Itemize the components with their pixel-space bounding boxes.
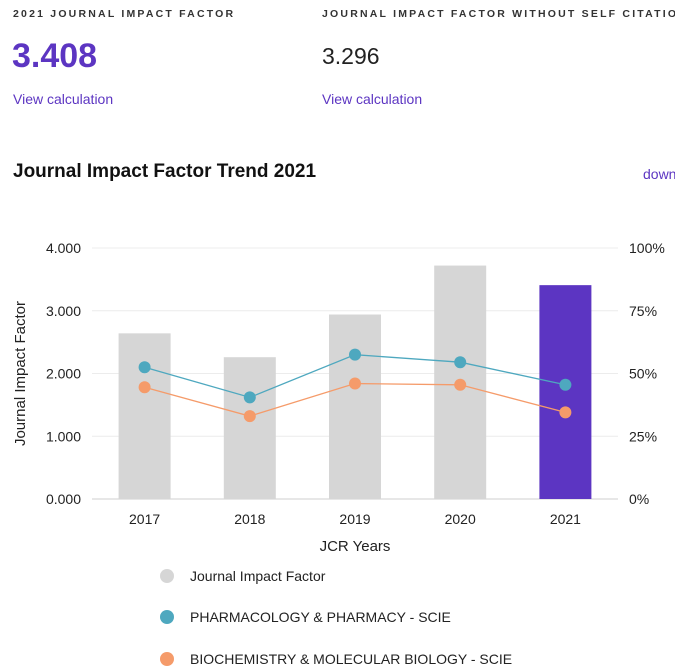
series-point [243, 410, 256, 423]
series-point [138, 361, 151, 374]
legend-marker-icon [160, 652, 174, 666]
jif-bar-2018 [223, 357, 276, 499]
trend-section-title: Journal Impact Factor Trend 2021 [13, 161, 317, 182]
series-point [349, 348, 361, 361]
y-axis-tick-label: 2.000 [46, 366, 81, 382]
series-point [243, 391, 256, 404]
legend-marker-icon [160, 610, 174, 624]
y-axis-tick-label: 1.000 [46, 428, 81, 444]
legend-item[interactable]: BIOCHEMISTRY & MOLECULAR BIOLOGY - SCIE [160, 649, 660, 669]
y2-axis-tick-label: 25% [629, 428, 657, 444]
jif-no-self-citations-label: JOURNAL IMPACT FACTOR WITHOUT SELF CITAT… [322, 8, 675, 20]
y2-axis-tick-label: 0% [629, 491, 649, 507]
jif-trend-chart: 0.000 1.000 2.000 3.000 4.000 0% 25% 50% 75% 100%… [12, 240, 665, 555]
y2-axis-tick-label: 100% [629, 240, 665, 256]
x-axis-tick-label: 2021 [550, 511, 581, 527]
jif-view-calculation-link[interactable]: View calculation [13, 91, 114, 107]
x-axis-title: JCR Years [320, 538, 391, 555]
y-axis-tick-label: 0.000 [46, 491, 81, 507]
y-axis-tick-label: 4.000 [46, 240, 81, 256]
x-axis-tick-label: 2019 [339, 511, 370, 527]
series-point [349, 377, 361, 390]
legend-item[interactable]: PHARMACOLOGY & PHARMACY - SCIE [160, 607, 660, 627]
y-axis-tick-label: 3.000 [46, 303, 81, 319]
y2-axis-tick-label: 75% [629, 303, 657, 319]
series-point [138, 381, 151, 394]
x-axis-tick-label: 2018 [234, 511, 265, 527]
legend-item[interactable]: Journal Impact Factor [160, 566, 660, 586]
series-point [454, 378, 467, 391]
legend-label: Journal Impact Factor [190, 568, 326, 584]
jif-value: 3.408 [12, 37, 98, 75]
jif-bar-2017 [118, 333, 171, 499]
jif-no-self-citations-view-calculation-link[interactable]: View calculation [322, 91, 423, 107]
series-point [454, 356, 467, 369]
y-axis-title: Journal Impact Factor [12, 301, 29, 446]
download-link[interactable]: download [643, 166, 675, 182]
legend-label: PHARMACOLOGY & PHARMACY - SCIE [190, 609, 451, 625]
x-axis-tick-label: 2020 [445, 511, 476, 527]
legend-marker-icon [160, 569, 174, 583]
jif-label: 2021 JOURNAL IMPACT FACTOR [13, 8, 236, 20]
jif-bar-2019 [329, 314, 381, 499]
series-point [559, 378, 572, 391]
jif-bar-2021 [539, 285, 592, 499]
series-point [559, 406, 572, 419]
y2-axis-tick-label: 50% [629, 366, 657, 382]
legend-label: BIOCHEMISTRY & MOLECULAR BIOLOGY - SCIE [190, 651, 513, 667]
jif-no-self-citations-value: 3.296 [322, 43, 380, 69]
x-axis-tick-label: 2017 [129, 511, 160, 527]
